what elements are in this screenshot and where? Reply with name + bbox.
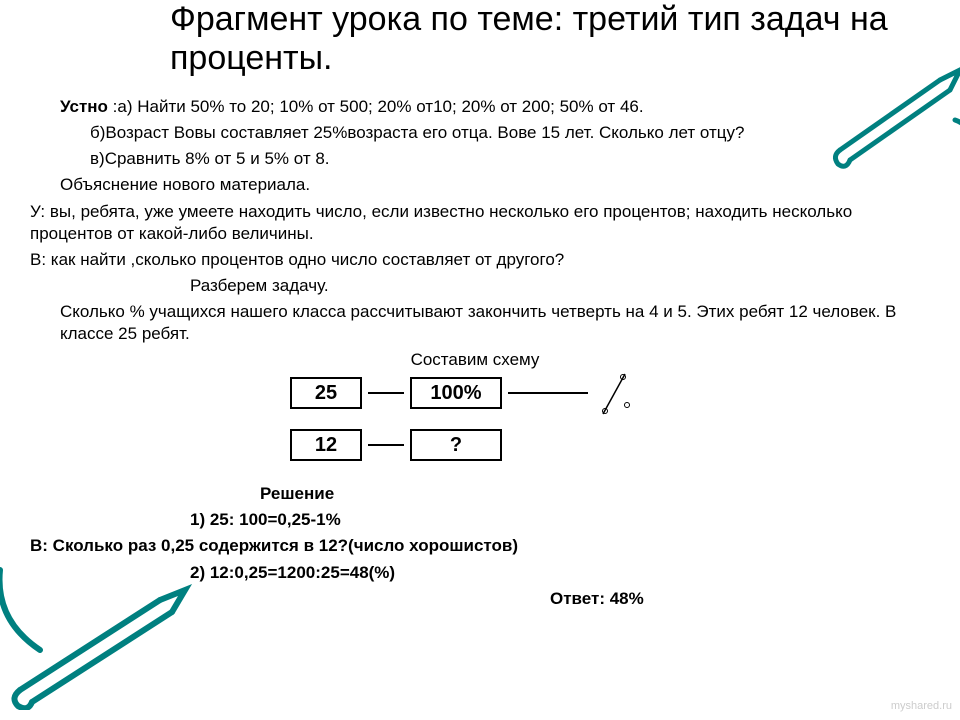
step-1: 1) 25: 100=0,25-1% bbox=[30, 509, 920, 531]
para-b: б)Возраст Вовы составляет 25%возраста ег… bbox=[30, 122, 920, 144]
para-c: в)Сравнить 8% от 5 и 5% от 8. bbox=[30, 148, 920, 170]
para-u: У: вы, ребята, уже умеете находить число… bbox=[30, 201, 920, 245]
para-v1: В: как найти ,сколько процентов одно чис… bbox=[30, 249, 920, 271]
scheme-box-b: 100% bbox=[410, 377, 502, 409]
slide-title: Фрагмент урока по теме: третий тип задач… bbox=[30, 0, 920, 78]
scheme-line-1 bbox=[368, 392, 404, 394]
slide: Фрагмент урока по теме: третий тип задач… bbox=[0, 0, 960, 720]
answer: Ответ: 48% bbox=[30, 588, 920, 610]
step-2: 2) 12:0,25=1200:25=48(%) bbox=[30, 562, 920, 584]
scheme-slash-icon bbox=[595, 369, 635, 419]
scheme-box-a: 25 bbox=[290, 377, 362, 409]
watermark: myshared.ru bbox=[891, 700, 952, 712]
solution-label: Решение bbox=[30, 483, 920, 505]
scheme-line-2 bbox=[368, 444, 404, 446]
scheme-label: Составим схему bbox=[30, 349, 920, 371]
para-v2: В: Сколько раз 0,25 содержится в 12?(чис… bbox=[30, 535, 920, 557]
para-intro: Устно :а) Найти 50% то 20; 10% от 500; 2… bbox=[30, 96, 920, 118]
para-task: Сколько % учащихся нашего класса рассчит… bbox=[30, 301, 920, 345]
slide-body: Устно :а) Найти 50% то 20; 10% от 500; 2… bbox=[30, 96, 920, 610]
intro-label: Устно bbox=[60, 97, 108, 116]
para-parse: Разберем задачу. bbox=[30, 275, 920, 297]
para-explain: Объяснение нового материала. bbox=[30, 174, 920, 196]
scheme-box-c: 12 bbox=[290, 429, 362, 461]
intro-a: :а) Найти 50% то 20; 10% от 500; 20% от1… bbox=[108, 97, 644, 116]
scheme-diagram: 25 100% 12 ? bbox=[290, 377, 790, 477]
scheme-box-d: ? bbox=[410, 429, 502, 461]
scheme-line-3 bbox=[508, 392, 588, 394]
